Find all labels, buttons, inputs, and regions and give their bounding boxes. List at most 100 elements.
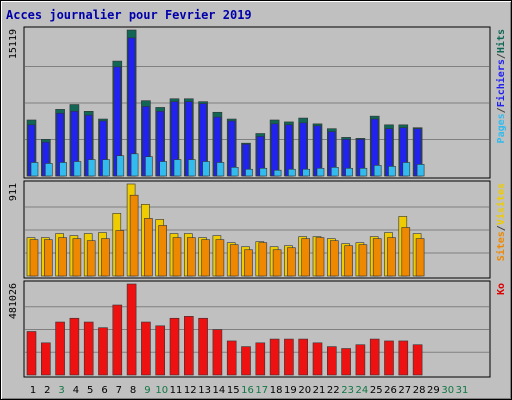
bar-fichiers-day-20 — [299, 122, 308, 177]
legend-entry: Fichiers — [495, 59, 507, 107]
bar-fichiers-day-18 — [270, 123, 279, 177]
bar-ko-day-28 — [412, 344, 423, 376]
day-label: 25 — [370, 385, 383, 396]
bar-pages-day-3 — [59, 162, 67, 177]
bar-pages-day-12 — [188, 159, 196, 177]
day-label: 2 — [44, 385, 50, 396]
bar-ko-day-15 — [226, 340, 237, 376]
bar-sites-day-10 — [158, 225, 167, 277]
bar-ko-day-6 — [98, 327, 108, 376]
bar-ko-day-1 — [26, 331, 37, 376]
day-label: 4 — [73, 385, 79, 396]
bar-pages-day-7 — [116, 155, 125, 177]
bar-sites-day-5 — [86, 240, 96, 277]
bar-sites-day-26 — [387, 237, 396, 277]
bar-pages-day-6 — [102, 159, 110, 177]
day-label: 7 — [116, 385, 122, 396]
day-label: 27 — [398, 385, 411, 396]
day-label: 12 — [184, 385, 197, 396]
bar-pages-day-10 — [159, 161, 167, 177]
legend-entry: Sites — [495, 231, 507, 261]
bar-sites-day-21 — [315, 237, 325, 277]
bar-ko-day-14 — [212, 329, 223, 376]
day-label: 6 — [101, 385, 107, 396]
bar-ko-day-13 — [198, 317, 208, 376]
bar-pages-day-26 — [388, 166, 396, 177]
bar-pages-day-14 — [216, 162, 225, 177]
bar-sites-day-11 — [172, 237, 182, 277]
bar-ko-day-20 — [298, 338, 309, 376]
day-label: 19 — [284, 385, 297, 396]
day-label: 20 — [298, 385, 311, 396]
bar-ko-day-24 — [355, 344, 366, 376]
bar-ko-day-27 — [398, 340, 409, 376]
bar-sites-day-25 — [372, 238, 382, 277]
day-label: 28 — [413, 385, 426, 396]
bar-sites-day-23 — [344, 245, 353, 277]
bar-sites-day-15 — [229, 244, 239, 277]
max-label: 481026 — [8, 283, 19, 319]
bar-ko-day-5 — [83, 321, 94, 376]
bar-ko-day-16 — [241, 346, 251, 376]
legend: Ko — [496, 283, 507, 295]
bar-ko-day-19 — [284, 338, 294, 376]
bar-ko-day-2 — [40, 342, 51, 376]
bar-pages-day-5 — [87, 159, 96, 177]
day-label: 22 — [327, 385, 340, 396]
bar-sites-day-19 — [287, 247, 296, 277]
legend-entry: Visites — [495, 183, 507, 225]
day-label: 9 — [144, 385, 150, 396]
bar-pages-day-18 — [273, 169, 282, 177]
day-label: 29 — [427, 385, 440, 396]
bar-pages-day-1 — [30, 162, 39, 177]
day-label: 18 — [270, 385, 283, 396]
day-label: 31 — [456, 385, 469, 396]
bar-sites-day-27 — [401, 227, 411, 277]
bar-sites-day-18 — [272, 249, 282, 277]
bar-sites-day-20 — [301, 238, 311, 277]
bar-ko-day-18 — [269, 338, 280, 376]
day-label: 10 — [155, 385, 168, 396]
bar-pages-day-19 — [288, 168, 296, 177]
legend-entry: / — [496, 107, 507, 113]
bar-pages-day-16 — [245, 168, 253, 177]
day-label: 17 — [255, 385, 268, 396]
bar-ko-day-17 — [255, 342, 266, 376]
bar-sites-day-8 — [129, 194, 139, 277]
bar-sites-day-12 — [187, 237, 196, 277]
legend-entry: / — [496, 53, 507, 59]
bar-ko-day-10 — [155, 325, 165, 376]
day-label: 30 — [441, 385, 454, 396]
day-label: 11 — [170, 385, 183, 396]
bar-pages-day-24 — [359, 167, 368, 177]
bar-ko-day-9 — [141, 321, 151, 376]
legend-entry: Ko — [496, 283, 507, 295]
legend-entry: Pages — [496, 113, 507, 143]
legend-entry: Hits — [495, 29, 507, 53]
chart-title: Acces journalier pour Fevrier 2019 — [6, 8, 252, 22]
bar-pages-day-28 — [416, 164, 425, 177]
bar-ko-day-21 — [312, 342, 323, 376]
day-label: 1 — [30, 385, 36, 396]
bar-pages-day-8 — [130, 153, 139, 177]
bar-sites-day-2 — [43, 239, 53, 277]
legend-entry: / — [496, 225, 507, 231]
bar-ko-day-25 — [369, 338, 380, 376]
bar-pages-day-27 — [402, 162, 411, 177]
bar-ko-day-23 — [341, 348, 351, 376]
bar-ko-day-4 — [69, 317, 80, 376]
bar-sites-day-14 — [215, 239, 225, 277]
legend: Sites/Visites — [495, 183, 507, 261]
day-label: 23 — [341, 385, 354, 396]
bar-ko-day-11 — [169, 317, 180, 376]
day-label: 8 — [130, 385, 136, 396]
bar-pages-day-2 — [44, 163, 53, 177]
bar-pages-day-9 — [145, 156, 153, 177]
bar-sites-day-9 — [144, 218, 153, 277]
bar-pages-day-22 — [330, 167, 339, 177]
bar-pages-day-17 — [259, 167, 268, 177]
bar-sites-day-7 — [115, 230, 125, 277]
bar-ko-day-3 — [55, 321, 65, 376]
bar-pages-day-15 — [230, 167, 239, 177]
